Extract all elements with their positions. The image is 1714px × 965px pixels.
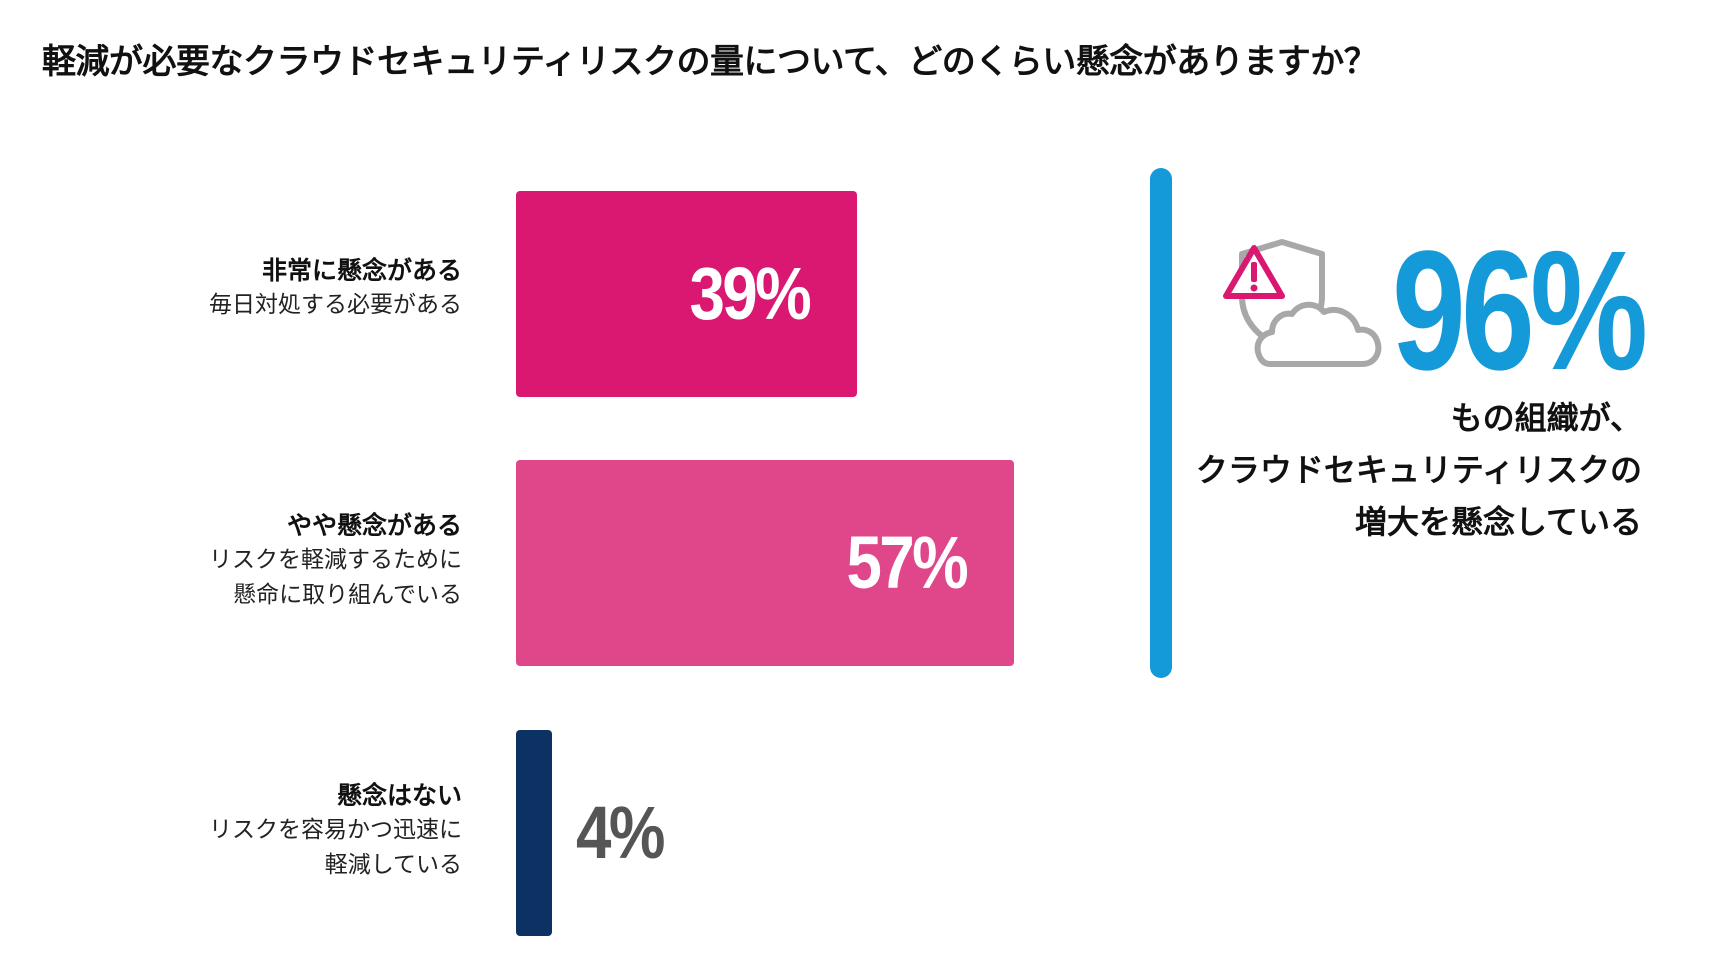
category-name: 懸念はない (336, 781, 462, 810)
bar-not-concerned (516, 730, 552, 936)
bar-somewhat-concerned (516, 460, 1014, 666)
shield-warning-cloud-icon (1223, 239, 1382, 367)
category-label-not-concerned: 懸念はない リスクを容易かつ迅速に 軽減している (209, 778, 462, 883)
category-description: リスクを軽減するために 懸命に取り組んでいる (209, 547, 462, 608)
callout-divider (1150, 168, 1172, 678)
category-label-somewhat-concerned: やや懸念がある リスクを軽減するために 懸命に取り組んでいる (209, 508, 462, 613)
category-description: 毎日対処する必要がある (209, 292, 462, 318)
bar-value-label-somewhat-concerned: 57% (846, 521, 968, 604)
chart-title: 軽減が必要なクラウドセキュリティリスクの量について、どのくらい懸念がありますか？ (42, 42, 1378, 82)
bar-value-label-not-concerned: 4% (576, 791, 665, 874)
category-name: やや懸念がある (286, 511, 462, 540)
bar-value-label-very-concerned: 39% (689, 252, 811, 335)
category-description: リスクを容易かつ迅速に 軽減している (209, 817, 462, 878)
category-name: 非常に懸念がある (261, 256, 462, 285)
category-label-very-concerned: 非常に懸念がある 毎日対処する必要がある (209, 253, 462, 323)
callout-percentage: 96% (1392, 216, 1648, 406)
bar-very-concerned (516, 191, 857, 397)
callout-text: もの組織が、 クラウドセキュリティリスクの 増大を懸念している (1195, 399, 1642, 541)
